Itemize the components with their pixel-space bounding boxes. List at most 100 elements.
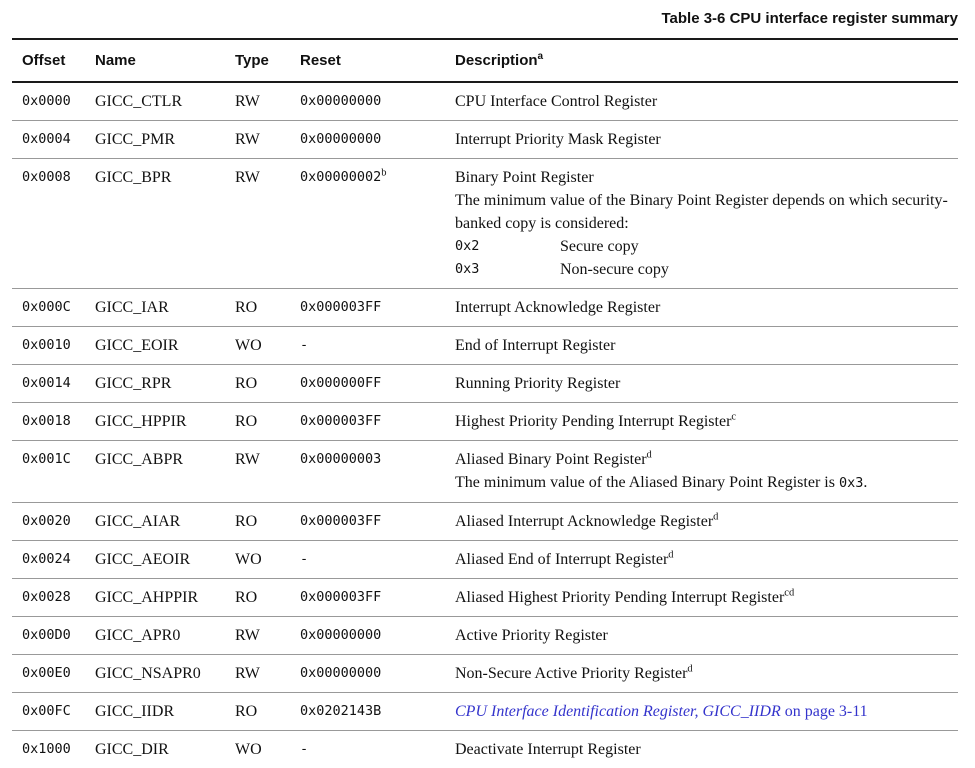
description-line: The minimum value of the Aliased Binary … (455, 471, 948, 495)
cell-offset: 0x0008 (12, 158, 95, 289)
cell-reset: - (300, 730, 455, 768)
cell-offset: 0x00E0 (12, 654, 95, 693)
table-row: 0x00FC GICC_IIDR RO 0x0202143B CPU Interface… (12, 692, 958, 731)
cell-type: RO (235, 288, 300, 327)
cell-name: GICC_CTLR (95, 82, 235, 121)
cell-description: Non-Secure Active Priority Registerd (455, 654, 958, 693)
register-name: GICC_HPPIR (95, 413, 187, 430)
value-definition: Non-secure copy (560, 261, 669, 278)
offset-value: 0x0000 (22, 93, 71, 109)
footnote-marker: d (668, 549, 674, 561)
offset-value: 0x00FC (22, 703, 71, 719)
access-type-value: RW (235, 665, 260, 682)
table-row: 0x0000 GICC_CTLR RW 0x00000000 CPU Interface… (12, 82, 958, 121)
offset-value: 0x0010 (22, 337, 71, 353)
cell-name: GICC_AIAR (95, 502, 235, 541)
value-term: 0x2 (455, 238, 480, 254)
cell-type: RW (235, 616, 300, 655)
cell-name: GICC_NSAPR0 (95, 654, 235, 693)
column-header-offset: Offset (12, 39, 95, 83)
offset-value: 0x0028 (22, 589, 71, 605)
cell-reset: 0x00000002b (300, 158, 455, 289)
cell-type: WO (235, 326, 300, 365)
offset-value: 0x1000 (22, 741, 71, 757)
column-header-label: Description (455, 52, 538, 69)
column-header-name: Name (95, 39, 235, 83)
offset-value: 0x0024 (22, 551, 71, 567)
footnote-marker: a (537, 51, 544, 62)
table-row: 0x0028 GICC_AHPPIR RO 0x000003FF Aliased Hig… (12, 578, 958, 617)
table-row: 0x0008 GICC_BPR RW 0x00000002b Binary Point … (12, 158, 958, 289)
value-definition-row: 0x3 Non-secure copy (455, 258, 948, 281)
description-text: The minimum value of the Aliased Binary … (455, 474, 839, 491)
column-header-type: Type (235, 39, 300, 83)
cell-description: Running Priority Register (455, 364, 958, 403)
column-header-description: Descriptiona (455, 39, 958, 83)
cell-description: Interrupt Acknowledge Register (455, 288, 958, 327)
reset-value: 0x000003FF (300, 513, 382, 529)
offset-value: 0x0004 (22, 131, 71, 147)
value-definition: Secure copy (560, 238, 639, 255)
cell-description: Aliased End of Interrupt Registerd (455, 540, 958, 579)
cell-offset: 0x00D0 (12, 616, 95, 655)
access-type-value: RO (235, 513, 258, 530)
description-text: Interrupt Acknowledge Register (455, 299, 661, 316)
cell-offset: 0x00FC (12, 692, 95, 731)
description-line: Running Priority Register (455, 372, 948, 395)
description-text: Binary Point Register (455, 169, 594, 186)
cell-name: GICC_PMR (95, 120, 235, 159)
access-type-value: WO (235, 741, 262, 758)
description-line: Aliased End of Interrupt Registerd (455, 548, 948, 571)
reset-value: - (300, 741, 309, 757)
cell-type: RW (235, 440, 300, 503)
register-name: GICC_RPR (95, 375, 172, 392)
footnote-marker: b (381, 167, 387, 179)
register-summary-table: Offset Name Type Reset Descriptiona 0x00… (12, 38, 958, 768)
reset-value: 0x000000FF (300, 375, 382, 391)
cell-name: GICC_EOIR (95, 326, 235, 365)
register-name: GICC_CTLR (95, 93, 183, 110)
footnote-marker: c (731, 411, 737, 423)
cell-reset: - (300, 540, 455, 579)
register-name: GICC_NSAPR0 (95, 665, 201, 682)
cell-offset: 0x0004 (12, 120, 95, 159)
cell-type: RO (235, 502, 300, 541)
table-row: 0x0020 GICC_AIAR RO 0x000003FF Aliased Inter… (12, 502, 958, 541)
table-row: 0x0010 GICC_EOIR WO - End of Interrupt Regis… (12, 326, 958, 365)
cell-reset: 0x0202143B (300, 692, 455, 731)
cell-type: RO (235, 692, 300, 731)
cell-description: Aliased Binary Point Registerd The minimu… (455, 440, 958, 503)
description-text: Highest Priority Pending Interrupt Regis… (455, 413, 732, 430)
cell-description: Interrupt Priority Mask Register (455, 120, 958, 159)
reset-value: 0x0202143B (300, 703, 382, 719)
access-type-value: RW (235, 451, 260, 468)
access-type-value: RO (235, 703, 258, 720)
register-name: GICC_ABPR (95, 451, 184, 468)
reset-value: 0x00000002 (300, 169, 382, 185)
reset-value: 0x00000000 (300, 93, 382, 109)
description-text: Running Priority Register (455, 375, 621, 392)
cell-name: GICC_HPPIR (95, 402, 235, 441)
reset-value: 0x00000003 (300, 451, 382, 467)
cell-name: GICC_AHPPIR (95, 578, 235, 617)
cross-reference-link[interactable]: CPU Interface Identification Register, G… (455, 703, 781, 720)
cell-reset: - (300, 326, 455, 365)
cell-reset: 0x00000000 (300, 654, 455, 693)
cross-reference-link[interactable]: on page 3-11 (780, 703, 868, 720)
offset-value: 0x001C (22, 451, 71, 467)
access-type-value: RW (235, 169, 260, 186)
column-header-label: Offset (22, 52, 66, 69)
cell-name: GICC_DIR (95, 730, 235, 768)
reset-value: - (300, 337, 309, 353)
reset-value: 0x00000000 (300, 627, 382, 643)
register-name: GICC_IAR (95, 299, 169, 316)
description-text: Interrupt Priority Mask Register (455, 131, 661, 148)
access-type-value: RW (235, 93, 260, 110)
description-text: Aliased Highest Priority Pending Interru… (455, 589, 785, 606)
cell-reset: 0x00000000 (300, 616, 455, 655)
cell-reset: 0x000003FF (300, 402, 455, 441)
cell-reset: 0x00000000 (300, 82, 455, 121)
access-type-value: RO (235, 375, 258, 392)
cell-type: RW (235, 654, 300, 693)
access-type-value: RW (235, 131, 260, 148)
